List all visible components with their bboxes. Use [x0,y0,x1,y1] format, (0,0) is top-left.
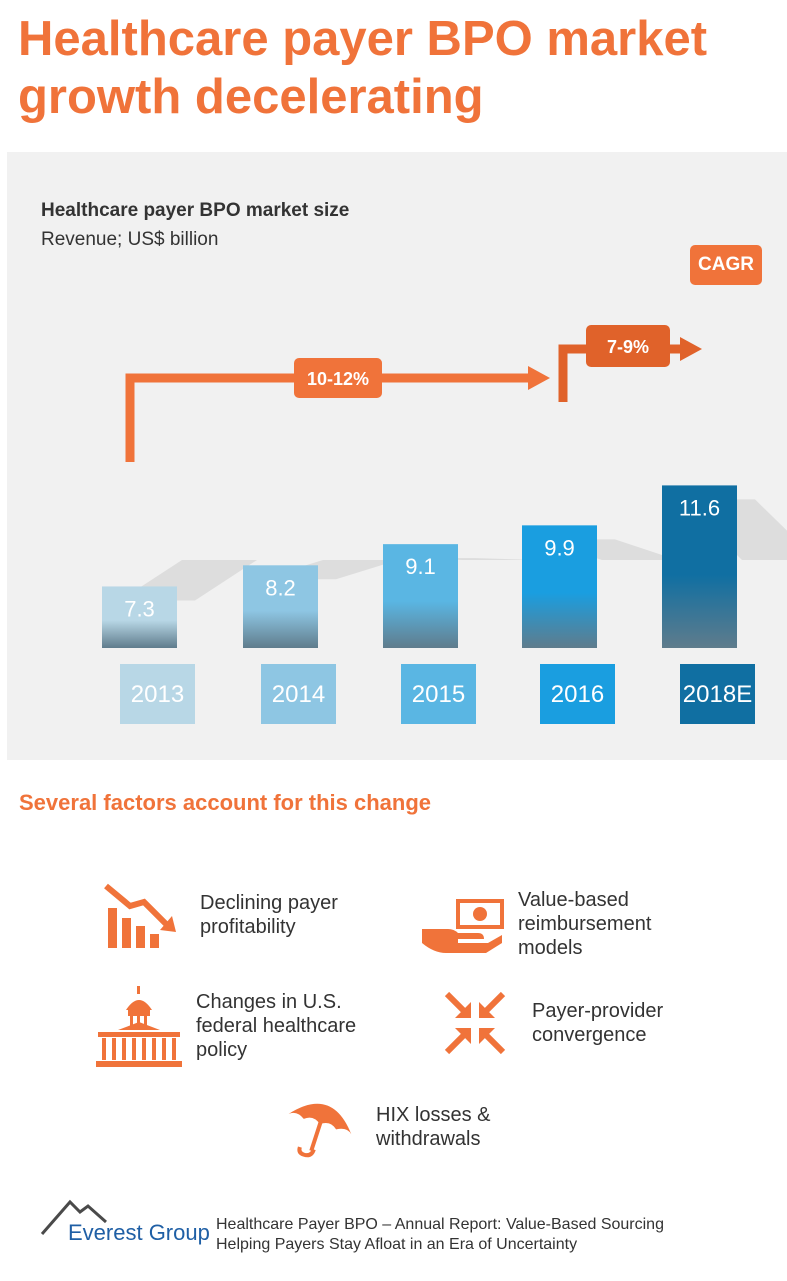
cagr-badge-1 [294,358,382,398]
chart-panel [7,152,787,760]
factor-label: HIX losses & withdrawals [376,1104,491,1150]
value-label: 9.9 [544,535,575,560]
category-label: 2013 [131,681,184,708]
everest-logo-icon [40,1199,107,1235]
factor-item-federal-policy: Changes in U.S. federal healthcare polic… [96,986,357,1067]
declining-chart-icon [100,880,186,950]
factor-item-value-based-reimbursement: Value-based reimbursement models [418,888,651,960]
factor-item-declining-profitability: Declining payer profitability [100,880,338,950]
category-label: 2015 [412,681,465,708]
factors-heading: Several factors account for this change [19,790,432,815]
value-label: 7.3 [124,596,155,621]
cagr-arrowhead-1 [528,366,550,390]
report-title-line-2: Helping Payers Stay Afloat in an Era of … [216,1236,578,1253]
bar-2014 [243,565,318,648]
factor-label: Value-based reimbursement models [518,889,652,959]
bar-2015 [383,544,458,648]
category-block [120,664,195,724]
bar-2016 [522,525,597,648]
bar-2013 [102,586,177,648]
umbrella-icon [276,1092,362,1162]
footer: Everest Group Healthcare Payer BPO – Ann… [40,1198,780,1260]
value-label: 9.1 [405,554,436,579]
money-hand-icon [418,889,504,959]
category-label: 2014 [272,681,325,708]
title-line-1: Healthcare payer BPO market [18,12,708,66]
category-block [540,664,615,724]
value-label: 11.6 [679,495,720,520]
cagr-badge-2 [586,325,670,367]
chart-subtitle: Revenue; US$ billion [41,229,219,250]
title-line-2: growth decelerating [18,70,484,124]
capitol-building-icon [96,986,182,1067]
chart-title: Healthcare payer BPO market size [41,200,350,221]
factor-label: Declining payer profitability [200,892,338,938]
cagr-label-1: 10-12% [307,369,369,389]
factor-label: Payer-provider convergence [532,1000,664,1046]
factor-item-payer-provider-convergence: Payer-provider convergence [432,988,663,1058]
page-title: Healthcare payer BPO market growth decel… [18,10,778,126]
report-title-line-1: Healthcare Payer BPO – Annual Report: Va… [216,1216,664,1233]
brand-name: Everest Group [68,1220,210,1245]
factor-item-hix-losses: HIX losses & withdrawals [276,1092,490,1162]
value-label: 8.2 [265,575,296,600]
factor-label: Changes in U.S. federal healthcare polic… [196,991,357,1061]
category-label: 2016 [551,681,604,708]
category-label: 2018E [683,681,752,708]
bar-chart: 7.3 2013 8.2 2014 9.1 2015 9.9 2016 11.6 2018E 10-… [102,325,787,724]
category-block [261,664,336,724]
cagr-arrow-1 [125,373,528,462]
cagr-arrowhead-2 [680,337,702,361]
category-block [680,664,755,724]
cagr-badge: CAGR [690,245,762,285]
converging-arrows-icon [432,988,518,1058]
category-block [401,664,476,724]
bar-2018E [662,485,737,648]
cagr-label-2: 7-9% [607,337,649,357]
